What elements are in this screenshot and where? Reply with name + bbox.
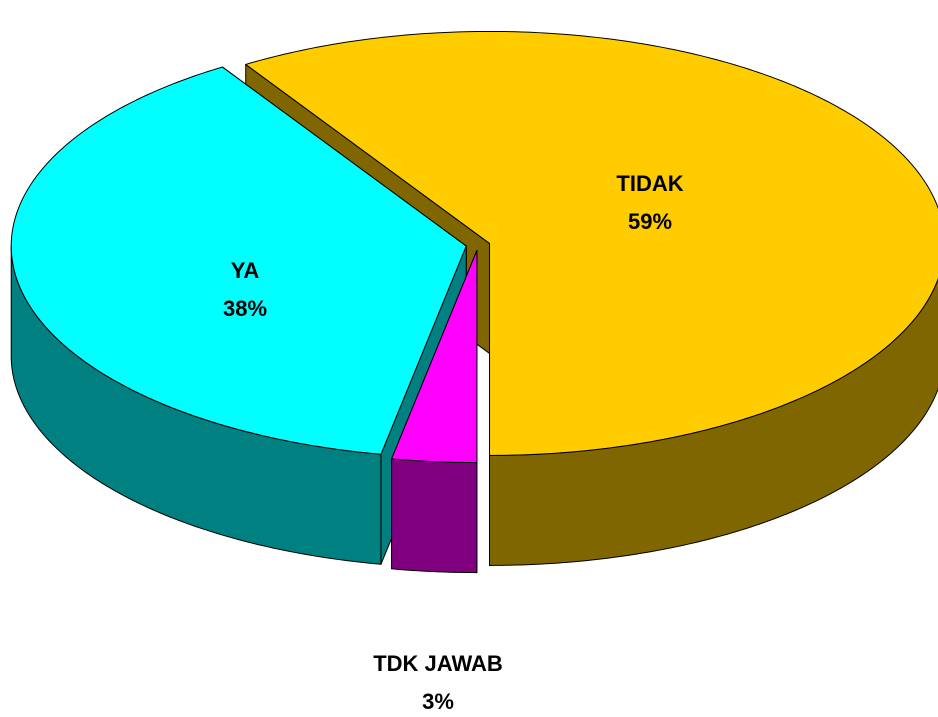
slice [245,30,938,456]
slice-value-label: 3% [422,689,454,714]
slice-side [391,458,478,574]
slice [391,250,478,464]
slice-label: YA [231,258,260,283]
slice-label: TIDAK [616,171,683,196]
slice-label: TDK JAWAB [373,651,503,676]
slice-value-label: 38% [223,296,267,321]
slice [10,66,467,455]
slice-value-label: 59% [628,209,672,234]
tops [10,30,938,464]
